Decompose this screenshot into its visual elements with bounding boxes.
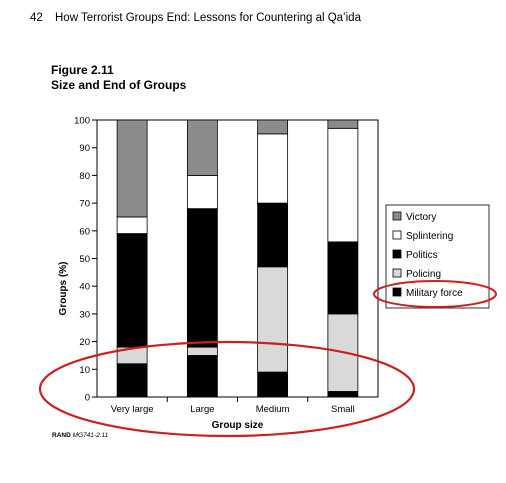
y-tick-label-40: 40 [79,282,90,293]
bar-very-large-politics [116,233,148,348]
bar-very-large-splintering [116,216,148,234]
legend-label-military-force: Military force [406,288,463,299]
bar-medium-politics [257,202,289,268]
legend-swatch-splintering [392,230,402,240]
y-tick-label-20: 20 [79,337,90,348]
bar-small-politics [327,241,359,315]
y-tick-label-80: 80 [79,171,90,182]
highlight-ellipse-bottom [38,340,416,438]
highlight-ellipse-legend [373,280,497,308]
bar-medium-victory [257,119,289,135]
bar-medium-splintering [257,133,289,204]
y-tick-label-60: 60 [79,226,90,237]
legend-label-splintering: Splintering [406,231,453,242]
figure-credit: RAND MG741-2.11 [52,432,108,439]
y-tick-label-90: 90 [79,143,90,154]
credit-org: RAND [52,432,71,439]
bar-small-military-force [327,391,359,398]
credit-code: MG741-2.11 [72,432,109,439]
figure-title: Size and End of Groups [51,78,187,92]
y-tick-label-30: 30 [79,309,90,320]
y-tick-label-0: 0 [85,393,90,404]
legend-label-politics: Politics [406,250,438,261]
x-tick-label-large: Large [190,404,214,415]
bar-small-victory [327,119,359,129]
x-tick-label-medium: Medium [256,404,290,415]
bar-medium-military-force [257,371,289,398]
bar-large-military-force [186,355,218,398]
bar-large-politics [186,208,218,348]
x-tick-label-very-large: Very large [111,404,154,415]
legend-swatch-military-force [392,287,402,297]
bar-large-victory [186,119,218,176]
y-tick-label-50: 50 [79,254,90,265]
page-header: 42 How Terrorist Groups End: Lessons for… [30,12,361,24]
y-tick-label-100: 100 [74,116,90,127]
legend-box [385,204,490,309]
legend-label-victory: Victory [406,212,436,223]
bar-large-policing [186,346,218,356]
figure-number: Figure 2.11 [51,63,114,77]
running-title: How Terrorist Groups End: Lessons for Co… [55,12,361,24]
bar-very-large-military-force [116,363,148,398]
legend-swatch-policing [392,268,402,278]
page-number: 42 [30,12,43,24]
x-axis-title: Group size [212,420,264,431]
bar-medium-policing [257,266,289,373]
legend-swatch-victory [392,211,402,221]
bar-small-splintering [327,127,359,243]
x-tick-label-small: Small [331,404,355,415]
bar-very-large-victory [116,119,148,218]
y-tick-label-10: 10 [79,365,90,376]
legend-swatch-politics [392,249,402,259]
y-tick-label-70: 70 [79,199,90,210]
figure-caption: Figure 2.11 Size and End of Groups [51,63,186,93]
legend-label-policing: Policing [406,269,441,280]
y-axis-title: Groups (%) [58,262,69,316]
bar-large-splintering [186,174,218,210]
